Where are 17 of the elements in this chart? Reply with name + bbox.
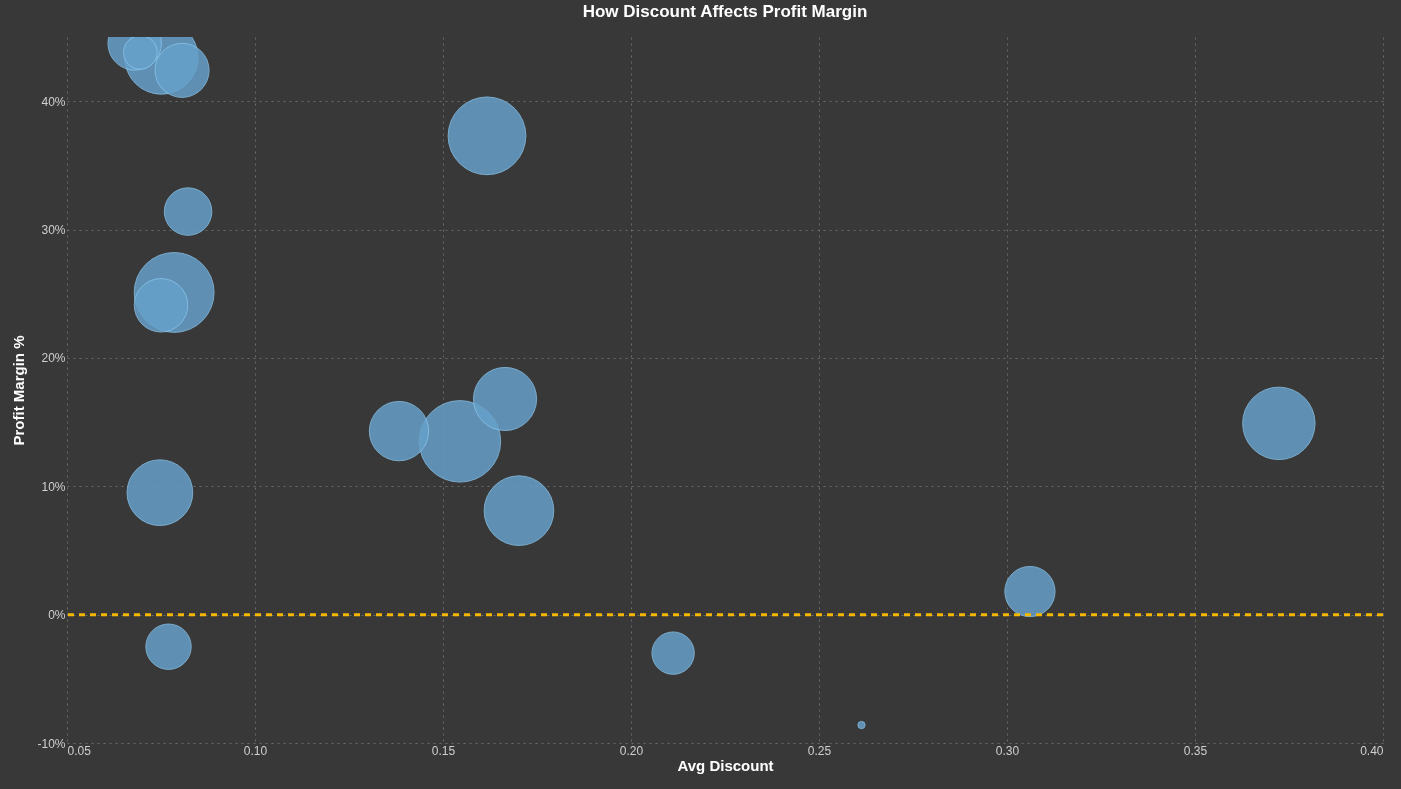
chart-title: How Discount Affects Profit Margin	[582, 2, 868, 21]
y-tick-label: 40%	[41, 94, 66, 109]
x-tick-label: 0.15	[431, 743, 456, 758]
x-tick-label: 0.05	[67, 743, 92, 758]
x-tick-label: 0.25	[807, 743, 832, 758]
y-tick-label: 30%	[41, 223, 66, 238]
x-tick-label: 0.40	[1360, 743, 1384, 758]
y-tick-label: 20%	[41, 351, 66, 366]
x-axis-title: Avg Discount	[677, 756, 774, 774]
x-tick-label: 0.30	[995, 743, 1020, 758]
y-tick-label: 0%	[48, 608, 66, 623]
y-tick-label: -10%	[37, 736, 66, 751]
y-axis-title: Profit Margin %	[10, 335, 28, 446]
x-tick-label: 0.20	[619, 743, 644, 758]
y-tick-label: 10%	[41, 479, 66, 494]
x-tick-label: 0.10	[243, 743, 268, 758]
x-tick-label: 0.35	[1183, 743, 1208, 758]
